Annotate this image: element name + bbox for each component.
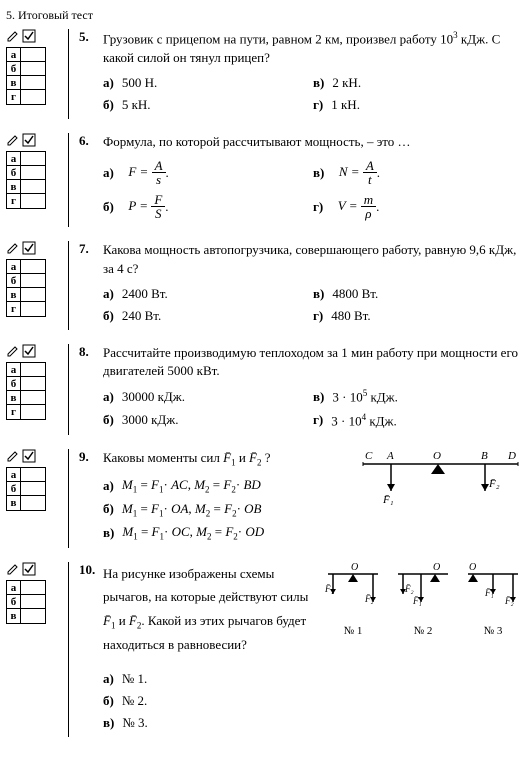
question-10: а б в 10. На рисунке изображены схемы ры… <box>6 562 523 737</box>
question-number: 9. <box>79 449 103 548</box>
question-text: Грузовик с прицепом на пути, равном 2 км… <box>103 29 523 67</box>
answer-option: б)240 Вт. <box>103 308 313 324</box>
svg-text:O: O <box>433 450 441 462</box>
svg-text:F̄₂: F̄₂ <box>404 584 414 594</box>
question-number: 5. <box>79 29 103 119</box>
answer-option: а)2400 Вт. <box>103 286 313 302</box>
answer-grid[interactable]: а б в г <box>6 151 46 209</box>
svg-text:F̄₁: F̄₁ <box>324 584 334 594</box>
header-cut: 5. Итоговый тест <box>6 8 523 23</box>
answer-option: б) P = FS. <box>103 193 313 221</box>
answer-option: а) F = As. <box>103 159 313 187</box>
answer-option: г)3 · 104 кДж. <box>313 412 523 429</box>
answer-option: а)30000 кДж. <box>103 388 313 405</box>
question-6: а б в г 6. Формула, по которой рассчитыв… <box>6 133 523 228</box>
svg-text:O: O <box>351 562 358 573</box>
answer-option: а)№ 1. <box>103 671 523 687</box>
answer-grid[interactable]: а б в <box>6 467 46 511</box>
answer-option: в)4800 Вт. <box>313 286 523 302</box>
answer-grid[interactable]: а б в г <box>6 47 46 105</box>
answer-option: в) N = At. <box>313 159 523 187</box>
pencil-check-icon <box>6 344 68 358</box>
answer-option: б)3000 кДж. <box>103 412 313 429</box>
svg-text:F̄₂: F̄₂ <box>364 594 374 604</box>
answer-grid[interactable]: а б в <box>6 580 46 624</box>
svg-text:F̄₁: F̄₁ <box>382 494 394 506</box>
svg-text:A: A <box>386 450 394 462</box>
question-text: Каковы моменты сил F̄1 и F̄2 ? <box>103 449 353 469</box>
answer-option: г)1 кН. <box>313 97 523 113</box>
question-8: а б в г 8. Рассчитайте производимую тепл… <box>6 344 523 435</box>
answer-option: в)№ 3. <box>103 715 523 731</box>
svg-text:O: O <box>433 562 440 573</box>
pencil-check-icon <box>6 562 68 576</box>
pencil-check-icon <box>6 133 68 147</box>
question-9: а б в 9. Каковы моменты сил F̄1 и F̄2 ? … <box>6 449 523 548</box>
svg-text:B: B <box>481 450 488 462</box>
svg-text:F̄₁: F̄₁ <box>484 588 494 598</box>
svg-text:F̄₁: F̄₁ <box>412 596 422 606</box>
answer-option: в)M1 = F1· OC, M2 = F2· OD <box>103 524 353 542</box>
answer-option: а)500 Н. <box>103 75 313 91</box>
answer-option: в)2 кН. <box>313 75 523 91</box>
answer-option: б)M1 = F1· OA, M2 = F2· OB <box>103 501 353 519</box>
svg-text:F̄₂: F̄₂ <box>504 596 514 606</box>
question-number: 6. <box>79 133 103 228</box>
answer-option: г) V = mρ. <box>313 193 523 221</box>
lever-diagram: C A O B D F̄₁ F̄₂ <box>353 449 523 548</box>
question-number: 8. <box>79 344 103 435</box>
pencil-check-icon <box>6 241 68 255</box>
svg-text:D: D <box>507 450 516 462</box>
levers-diagram: O F̄₁ F̄₂ № 1 <box>323 562 523 665</box>
answer-grid[interactable]: а б в г <box>6 259 46 317</box>
question-7: а б в г 7. Какова мощность автопогрузчик… <box>6 241 523 329</box>
answer-option: в)3 · 105 кДж. <box>313 388 523 405</box>
question-number: 10. <box>79 562 103 737</box>
answer-grid[interactable]: а б в г <box>6 362 46 420</box>
answer-option: б)№ 2. <box>103 693 523 709</box>
svg-text:C: C <box>365 450 373 462</box>
question-text: Какова мощность автопогрузчика, совершаю… <box>103 241 523 277</box>
pencil-check-icon <box>6 449 68 463</box>
answer-option: б)5 кН. <box>103 97 313 113</box>
question-number: 7. <box>79 241 103 329</box>
question-text: Рассчитайте производимую теплоходом за 1… <box>103 344 523 380</box>
answer-option: а)M1 = F1· AC, M2 = F2· BD <box>103 477 353 495</box>
answer-option: г)480 Вт. <box>313 308 523 324</box>
question-5: а б в г 5. Грузовик с прицепом на пути, … <box>6 29 523 119</box>
svg-text:F̄₂: F̄₂ <box>488 478 500 490</box>
pencil-check-icon <box>6 29 68 43</box>
question-text: На рисунке изображены схемы рычагов, на … <box>103 562 323 657</box>
question-text: Формула, по которой рассчитывают мощност… <box>103 133 523 151</box>
svg-text:O: O <box>469 562 476 573</box>
